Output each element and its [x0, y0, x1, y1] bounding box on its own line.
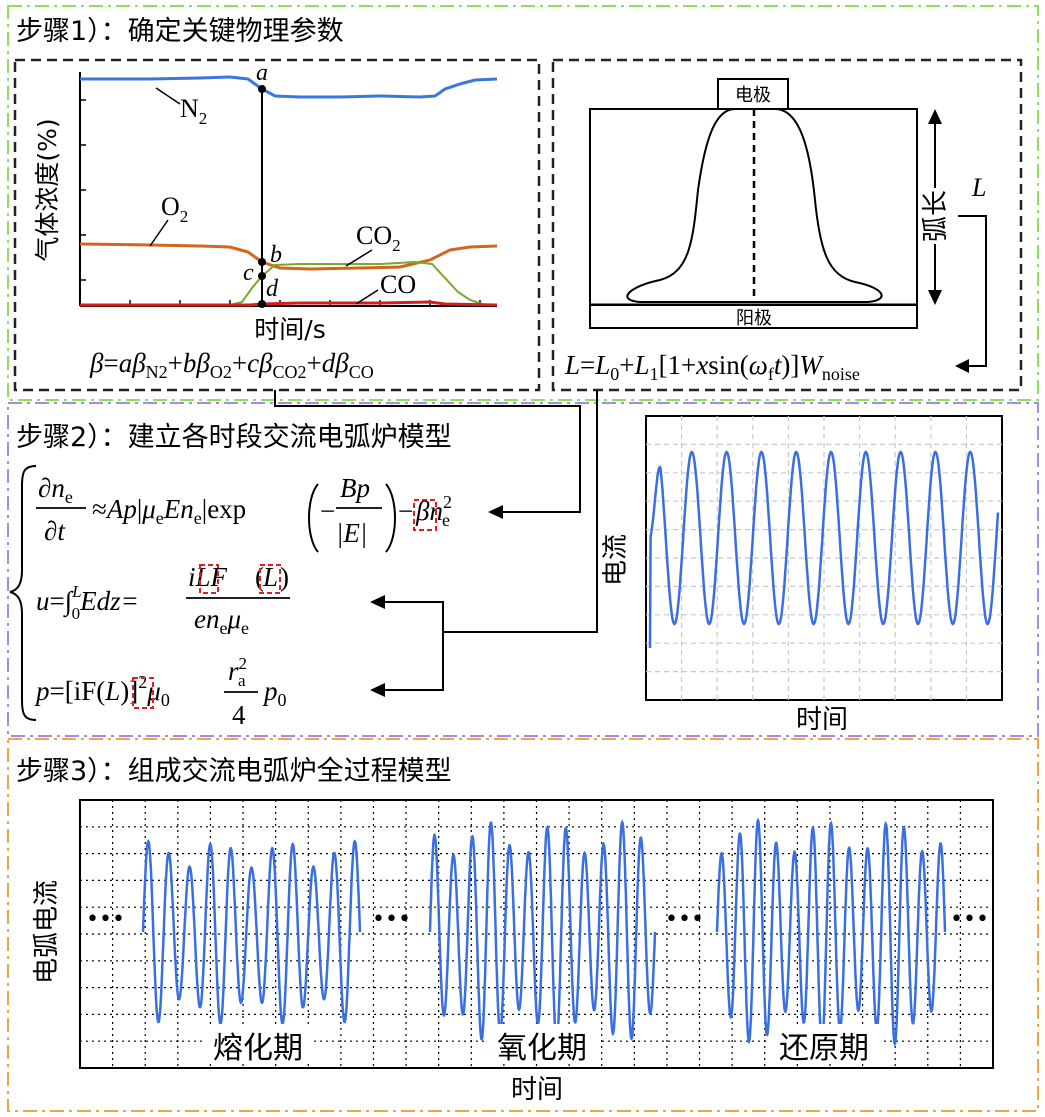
ellipsis-1: •••: [86, 907, 125, 932]
melting-waveform: [141, 839, 362, 1027]
arc-L-label: L: [971, 173, 986, 202]
svg-text:4: 4: [232, 700, 246, 730]
gas-y-label: 气体浓度(%): [33, 118, 62, 261]
gas-x-label: 时间/s: [254, 315, 325, 344]
arc-diagram: 电极 阳极 弧长 L: [589, 78, 987, 373]
point-a: [258, 85, 266, 93]
svg-text:Bp: Bp: [340, 473, 370, 503]
current-waveform: [648, 450, 1000, 649]
o2-label: O2: [161, 192, 188, 226]
electrode-box: [717, 78, 789, 110]
electrode-label: 电极: [735, 85, 771, 106]
equation-brace: [9, 465, 37, 721]
label-d: d: [266, 276, 279, 302]
n2-label: N2: [180, 94, 207, 128]
co-curve: [80, 300, 498, 307]
current-chart: 电流 时间: [601, 415, 1003, 735]
svg-text:p=[iF(L)]2μ0: p=[iF(L)]2μ0: [34, 672, 170, 710]
gas-panel-frame: [13, 58, 541, 392]
beta-connector: [274, 390, 581, 513]
equation-1: ∂ne ∂t ≈Ap|μeEne|exp − Bp |E| − βn2 e: [36, 473, 452, 553]
stage-reduction: 还原期: [779, 1031, 869, 1066]
L-connector-2: [382, 632, 444, 691]
oxidation-waveform: [428, 819, 657, 1045]
co2-label: CO2: [356, 221, 401, 255]
stage-oxidation: 氧化期: [497, 1031, 587, 1066]
current-x-label: 时间: [796, 705, 848, 735]
point-c: [258, 272, 266, 280]
ellipsis-3: •••: [665, 907, 704, 932]
beta-formula: β=aβN2+bβO2+cβCO2+dβCO: [89, 348, 374, 382]
current-y-label: 电流: [601, 534, 631, 586]
svg-text:r2a: r2 a: [228, 654, 247, 690]
svg-text:−: −: [398, 496, 413, 526]
step2-frame: [7, 402, 1039, 737]
svg-text:L: L: [262, 562, 278, 592]
step3-frame: [7, 738, 1039, 1112]
svg-text:∂t: ∂t: [44, 516, 66, 546]
ellipsis-2: •••: [372, 907, 411, 932]
anode-label: 阳极: [736, 308, 772, 329]
arc-outline: [626, 108, 883, 303]
svg-text:∂ne: ∂ne: [38, 473, 73, 507]
L-formula: L=L0+L1[1+xsin(ωft)]Wnoise: [564, 350, 860, 384]
svg-text:≈Ap|μeEne|exp: ≈Ap|μeEne|exp: [92, 494, 246, 528]
o2-curve: [79, 242, 498, 271]
full-x-label: 时间: [511, 1075, 563, 1105]
beta-highlight: [413, 499, 437, 531]
full-process-chart: ••• ••• ••• ••• 熔化期 氧化期 还原期 电弧电流 时间: [32, 799, 994, 1105]
L-feedback-arrow: [958, 215, 987, 367]
arc-length-label: 弧长: [921, 190, 951, 242]
L-highlight-1: [199, 564, 219, 594]
co-label: CO: [380, 270, 416, 299]
step3-title: 步骤3）：组成交流电弧炉全过程模型: [16, 756, 452, 787]
arc-panel-frame: [551, 58, 1023, 392]
equation-2: u=∫L 0Edz= iLF (L) eneμe: [36, 562, 290, 638]
ellipsis-4: •••: [950, 907, 989, 932]
anode-box: [589, 304, 918, 329]
L-highlight-3: [132, 677, 154, 709]
gas-chart: a b c d N2 O2 CO2 CO 气体浓度(%) 时间/s: [33, 60, 498, 344]
label-b: b: [270, 242, 282, 268]
step1-frame: [7, 5, 1039, 401]
svg-text:eneμe: eneμe: [194, 604, 249, 638]
label-a: a: [256, 60, 268, 86]
step1-title: 步骤1）：确定关键物理参数: [16, 16, 344, 47]
svg-text:): ): [280, 562, 289, 592]
label-c: c: [243, 260, 254, 286]
svg-text:|E|: |E|: [336, 518, 367, 548]
equation-3: p=[iF(L)]2μ0 r2 a 4 p0: [34, 654, 287, 730]
current-plot-box: [645, 415, 1003, 701]
full-y-label: 电弧电流: [32, 880, 62, 984]
svg-text:p0: p0: [262, 676, 287, 710]
point-b: [258, 258, 266, 266]
stage-melting: 熔化期: [213, 1031, 303, 1066]
point-d: [258, 300, 266, 308]
n2-curve: [80, 75, 498, 99]
step2-title: 步骤2）：建立各时段交流电弧炉模型: [16, 422, 452, 453]
L-highlight-2: [259, 564, 281, 594]
co2-curve: [80, 260, 497, 306]
svg-text:iLF: iLF: [188, 562, 228, 592]
svg-text:−: −: [320, 496, 335, 526]
reduction-waveform: [715, 817, 947, 1047]
